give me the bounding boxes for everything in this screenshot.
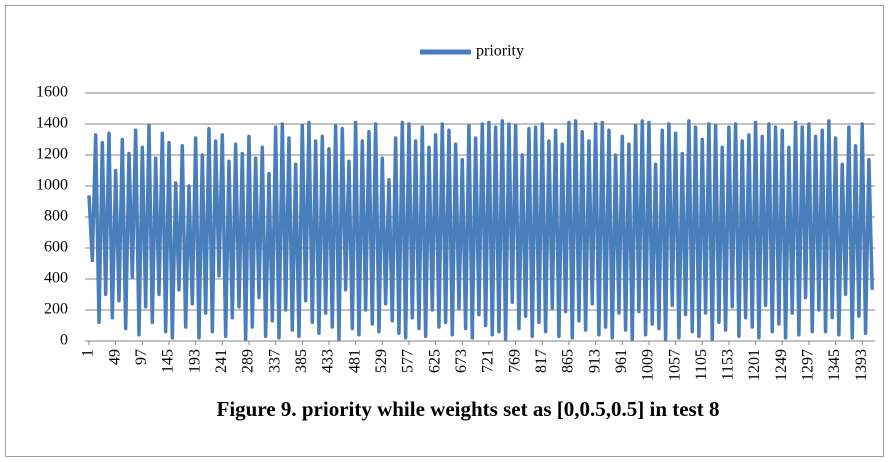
x-tick-label: 673	[453, 349, 470, 373]
x-tick-label: 1009	[640, 349, 657, 381]
y-tick-label: 1600	[36, 84, 68, 101]
x-tick-label: 145	[160, 349, 177, 373]
x-tick-label: 577	[400, 349, 417, 373]
series-line	[87, 119, 874, 342]
x-tick-label: 1393	[853, 349, 870, 381]
x-tick-label: 817	[533, 349, 550, 373]
x-tick-label: 1201	[746, 349, 763, 381]
y-tick-label: 1200	[36, 146, 68, 163]
y-tick-label: 400	[44, 270, 68, 287]
y-tick-label: 0	[60, 332, 68, 349]
x-tick-label: 865	[560, 349, 577, 373]
x-tick-label: 193	[186, 349, 203, 373]
y-tick-label: 1000	[36, 177, 68, 194]
y-tick-label: 600	[44, 239, 68, 256]
x-tick-label: 913	[586, 349, 603, 373]
x-tick-label: 1057	[666, 349, 683, 381]
x-tick-label: 433	[320, 349, 337, 373]
caption: Figure 9. priority while weights set as …	[217, 397, 720, 421]
x-tick-label: 97	[133, 349, 150, 365]
x-tick-label: 1297	[800, 349, 817, 381]
x-tick-label: 241	[213, 349, 230, 373]
x-tick-label: 625	[426, 349, 443, 373]
x-tick-label: 1249	[773, 349, 790, 381]
x-tick-label: 385	[293, 349, 310, 373]
legend-label: priority	[476, 43, 524, 60]
x-tick-label: 337	[266, 349, 283, 373]
x-tick-label: 721	[480, 349, 497, 373]
x-tick-label: 481	[346, 349, 363, 373]
x-tick-label: 1105	[693, 349, 710, 380]
x-tick-label: 529	[373, 349, 390, 373]
x-tick-label: 1	[80, 349, 97, 357]
y-tick-label: 200	[44, 301, 68, 318]
x-tick-label: 769	[506, 349, 523, 373]
y-tick-label: 1400	[36, 115, 68, 132]
x-tick-label: 961	[613, 349, 630, 373]
x-tick-label: 289	[240, 349, 257, 373]
x-tick-label: 49	[106, 349, 123, 365]
x-tick-label: 1345	[826, 349, 843, 381]
x-tick-label: 1153	[720, 349, 737, 380]
y-tick-label: 800	[44, 208, 68, 225]
